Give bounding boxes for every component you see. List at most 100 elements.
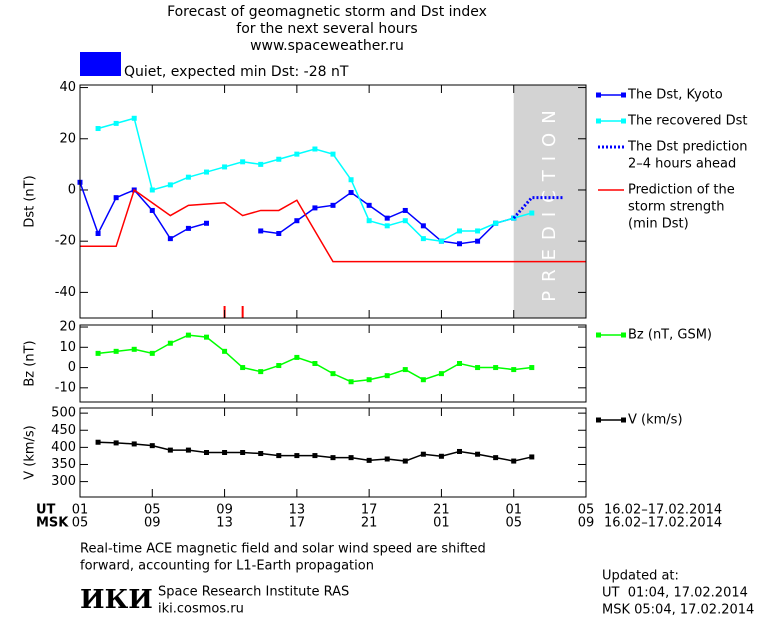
data-point (258, 228, 264, 234)
data-point (457, 228, 462, 234)
data-point (185, 332, 191, 338)
x-tick-label: 09 (578, 516, 595, 531)
title-line: www.spaceweather.ru (250, 38, 404, 54)
y-tick-label: 350 (51, 457, 76, 472)
legend-label: 2–4 hours ahead (628, 157, 736, 172)
data-point (402, 218, 408, 224)
y-axis-label: Bz (nT) (23, 340, 38, 386)
data-point (276, 453, 282, 459)
x-tick-label: 13 (216, 516, 233, 531)
y-tick-label: -20 (55, 234, 76, 249)
legend-label: Bz (nT, GSM) (628, 328, 712, 343)
data-point (95, 350, 101, 356)
data-point (529, 210, 535, 216)
legend-label: V (km/s) (628, 413, 683, 428)
title-line: for the next several hours (236, 21, 417, 37)
y-tick-label: 300 (51, 474, 76, 489)
data-point (294, 354, 300, 360)
data-line (97, 334, 532, 383)
data-point (149, 187, 155, 193)
x-tick-label: 17 (289, 516, 306, 531)
data-point (402, 207, 408, 213)
data-point (167, 236, 173, 242)
updated-label: Updated at: (602, 569, 679, 584)
data-point (294, 453, 300, 459)
data-point (402, 367, 408, 373)
data-point (348, 455, 354, 461)
data-point (276, 156, 282, 162)
data-point (529, 454, 535, 460)
data-point (167, 182, 173, 188)
legend-marker (621, 332, 626, 338)
data-point (95, 439, 101, 445)
y-axis-label: V (km/s) (23, 425, 38, 480)
data-point (312, 453, 318, 459)
x-tick-label: 21 (433, 503, 450, 518)
y-tick-label: 20 (59, 320, 76, 335)
data-point (167, 447, 173, 453)
data-point (204, 169, 209, 175)
data-point (475, 238, 481, 244)
data-point (420, 377, 426, 383)
data-point (384, 215, 390, 221)
legend-label: The Dst prediction (627, 140, 748, 155)
data-point (438, 371, 444, 377)
data-point (258, 369, 264, 375)
y-tick-label: 40 (59, 80, 76, 95)
data-point (113, 348, 119, 354)
data-point (113, 195, 119, 201)
status-box (80, 52, 121, 76)
x-tick-label: 05 (72, 516, 89, 531)
legend-label: Prediction of the (628, 183, 735, 198)
institute-url: iki.cosmos.ru (158, 602, 244, 617)
x-tick-label: 01 (505, 503, 522, 518)
legend-marker (596, 332, 601, 338)
x-tick-label: 01 (433, 516, 450, 531)
data-point (149, 443, 155, 449)
data-point (511, 367, 517, 373)
data-line (97, 117, 532, 242)
data-point (511, 458, 517, 464)
data-point (366, 457, 372, 463)
y-tick-label: 400 (51, 440, 76, 455)
prediction-label: PREDICTION (539, 101, 560, 301)
plot-frame (79, 324, 587, 403)
note-line: Real-time ACE magnetic field and solar w… (80, 542, 486, 557)
data-point (276, 231, 282, 237)
data-point (95, 126, 101, 132)
data-point (113, 440, 119, 446)
legend-marker (596, 118, 601, 124)
y-tick-label: 20 (59, 131, 76, 146)
data-point (95, 231, 101, 237)
data-point (294, 151, 300, 157)
x-tick-label: 21 (361, 516, 378, 531)
data-point (366, 218, 372, 224)
data-point (312, 361, 318, 366)
data-point (185, 174, 191, 180)
data-point (420, 236, 426, 242)
x-date-range: 16.02–17.02.2014 (604, 503, 722, 518)
data-point (312, 205, 318, 211)
x-tick-label: 05 (578, 503, 595, 518)
y-tick-label: 10 (59, 340, 76, 355)
data-point (402, 458, 408, 464)
data-point (348, 177, 354, 183)
legend-marker (621, 118, 626, 124)
data-point (258, 451, 264, 457)
institute-name: Space Research Institute RAS (158, 585, 349, 600)
status-text: Quiet, expected min Dst: -28 nT (124, 64, 349, 80)
legend-label: (min Dst) (628, 217, 689, 232)
data-point (294, 218, 300, 224)
data-point (384, 456, 390, 462)
data-point (222, 164, 228, 170)
legend-marker (596, 92, 601, 98)
data-point (185, 447, 191, 453)
data-point (131, 115, 137, 121)
data-point (222, 450, 228, 455)
data-point (204, 450, 209, 455)
data-point (475, 228, 481, 234)
data-line (79, 182, 207, 240)
data-point (366, 202, 372, 208)
data-point (493, 220, 499, 226)
data-line (80, 188, 586, 263)
